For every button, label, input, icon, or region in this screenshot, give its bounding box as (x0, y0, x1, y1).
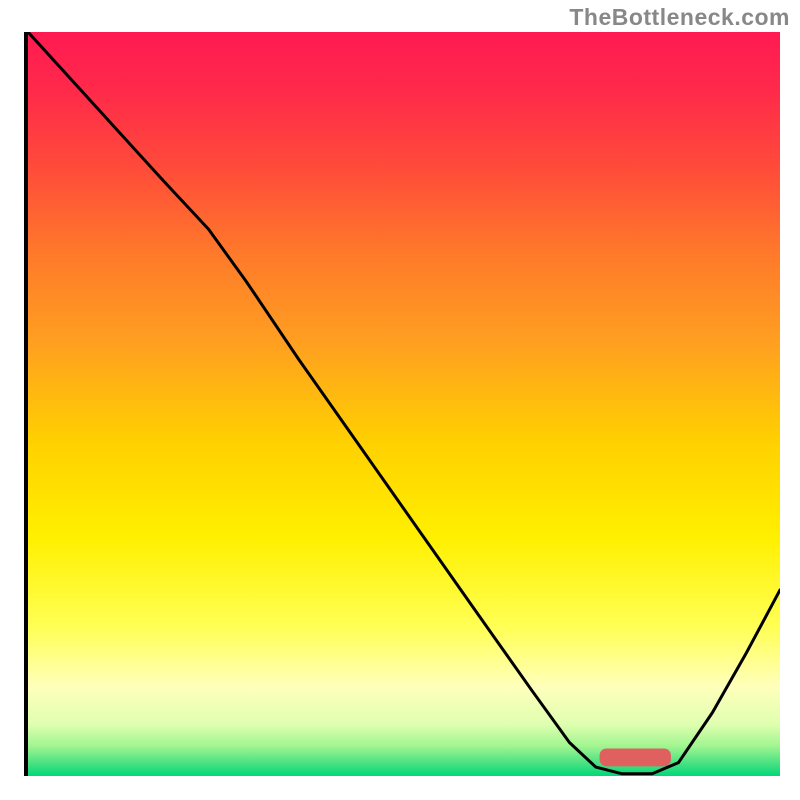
watermark: TheBottleneck.com (569, 4, 790, 31)
plot-area (24, 32, 776, 776)
gradient-background (28, 32, 780, 776)
chart-container: TheBottleneck.com (0, 0, 800, 800)
